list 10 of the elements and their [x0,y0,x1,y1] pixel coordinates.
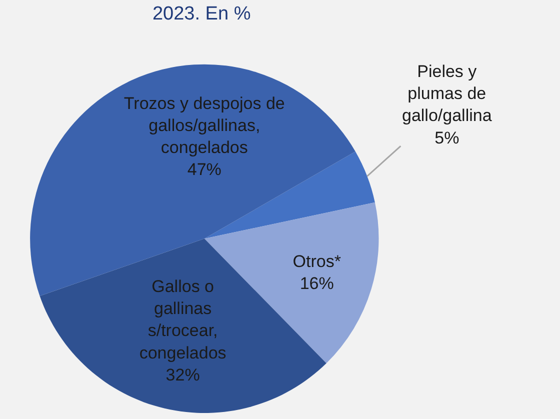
pie-slice [30,64,356,296]
slice-label: Trozos y despojos de gallos/gallinas, congelados [124,94,285,158]
data-label: 5% [434,128,460,148]
data-label: 47% [187,160,222,180]
slice-label: Otros* [292,252,342,272]
data-label: 16% [300,274,334,294]
chart-title: 2023. En % [152,4,251,25]
slice-label: Pieles y plumas de gallo/gallina [402,62,492,126]
slice-label: Gallos o gallinas s/trocear, congelados [139,276,226,362]
data-label: 32% [166,365,200,384]
